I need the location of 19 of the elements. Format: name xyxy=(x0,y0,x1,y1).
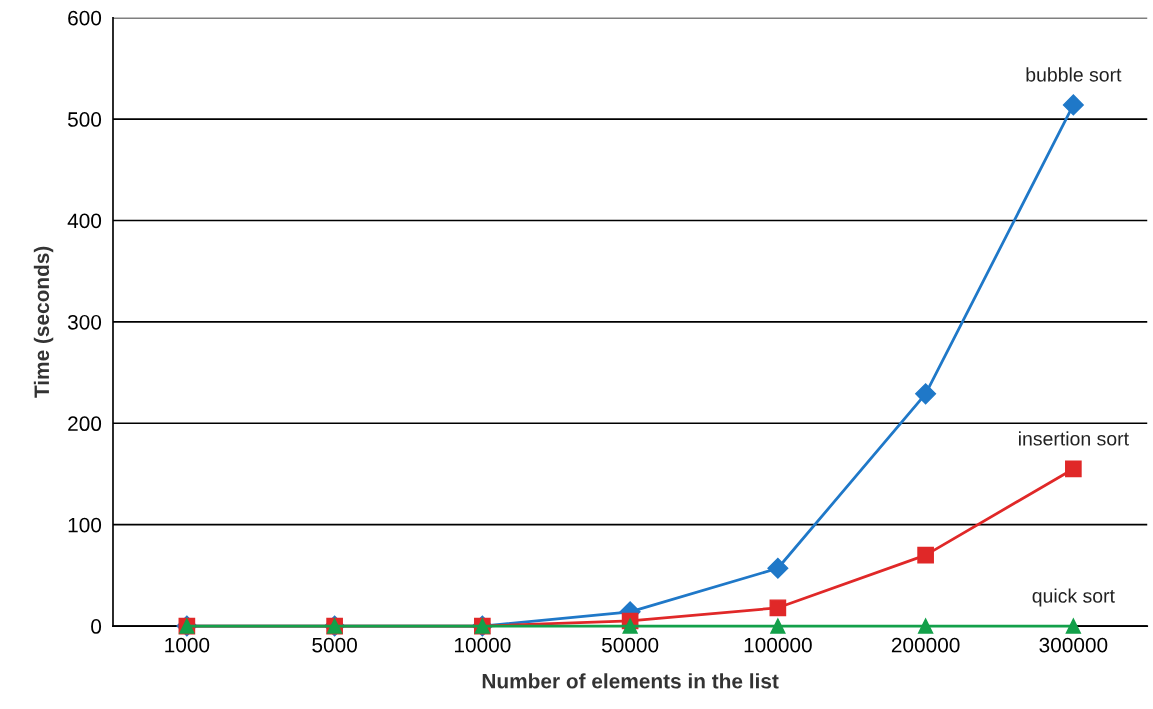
y-tick-label: 300 xyxy=(67,314,102,330)
y-tick-label: 100 xyxy=(68,517,102,533)
y-tick-label: 500 xyxy=(67,112,102,127)
x-tick-label: 10000 xyxy=(454,637,511,653)
series-label: bubble sort xyxy=(1026,67,1122,82)
x-tick-label: 50000 xyxy=(601,637,659,653)
x-tick-label: 300000 xyxy=(1039,637,1108,653)
y-axis-title: Time (seconds) xyxy=(33,246,54,398)
series-label: quick sort xyxy=(1032,588,1115,607)
y-tick-label: 600 xyxy=(68,10,102,26)
y-tick-label: 0 xyxy=(91,619,102,634)
series-label: insertion sort xyxy=(1019,431,1129,446)
y-tick-label: 400 xyxy=(67,213,102,229)
x-axis-title: Number of elements in the list xyxy=(482,673,779,689)
x-tick-label: 200000 xyxy=(891,637,960,653)
x-tick-label: 1000 xyxy=(165,637,210,653)
x-tick-label: 100000 xyxy=(744,637,812,653)
x-tick-label: 5000 xyxy=(312,637,357,653)
y-tick-label: 200 xyxy=(68,416,102,432)
